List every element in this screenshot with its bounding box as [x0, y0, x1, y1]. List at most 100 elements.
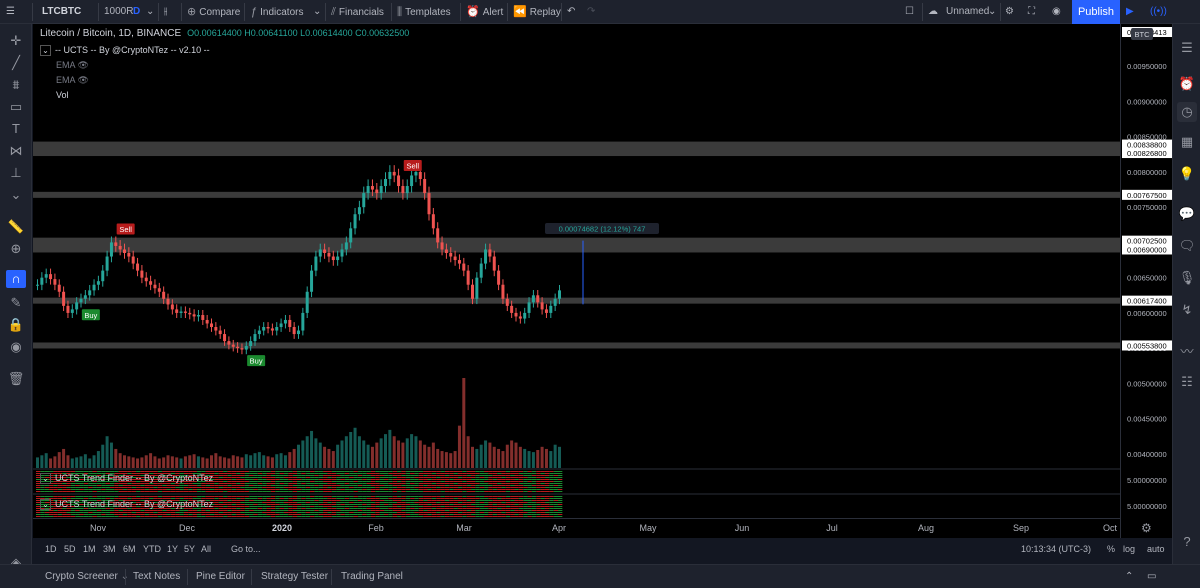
chevron-down-icon[interactable]: ⌄: [40, 473, 51, 485]
templates-button[interactable]: ⫼ Templates: [397, 0, 451, 24]
fullscreen-icon[interactable]: ⛶: [1028, 6, 1035, 17]
chevron-up-icon[interactable]: ⌃: [1125, 571, 1134, 582]
tab-pine-editor[interactable]: Pine Editor: [196, 571, 245, 582]
range-button[interactable]: 1D: [45, 544, 57, 554]
watchlist-icon[interactable]: ☰: [1181, 40, 1193, 55]
interval-type-button[interactable]: D: [133, 6, 141, 17]
compare-button[interactable]: ⊕ Compare: [187, 0, 240, 24]
chat-icon[interactable]: 💬: [1178, 206, 1196, 221]
goto-button[interactable]: Go to...: [231, 544, 261, 554]
series-title[interactable]: Litecoin / Bitcoin, 1D, BINANCE: [40, 28, 182, 39]
percent-toggle[interactable]: %: [1107, 544, 1116, 554]
chevron-down-icon[interactable]: ⌄: [313, 6, 322, 17]
trend-finder-cell: [536, 516, 541, 517]
cloud-icon[interactable]: ☁: [928, 6, 938, 17]
gear-icon[interactable]: ⚙: [1141, 521, 1152, 535]
broadcast-icon[interactable]: ((•)): [1150, 6, 1167, 17]
time-scale[interactable]: Nov Dec 2020 Feb Mar Apr May Jun Jul Aug Sep Oct ⚙: [33, 518, 1152, 538]
chart-pane[interactable]: Buy Sell Buy Sell 0.00074682 (12.12%) 747: [33, 24, 1120, 538]
tab-strategy-tester[interactable]: Strategy Tester: [261, 571, 329, 582]
chevron-down-icon[interactable]: ⌄: [40, 499, 51, 511]
interval-button[interactable]: 1000R: [104, 6, 134, 17]
text-icon[interactable]: T: [12, 121, 20, 136]
maximize-icon[interactable]: ▭: [1147, 571, 1157, 582]
publish-button[interactable]: Publish: [1072, 0, 1120, 24]
trend-finder-cell: [531, 502, 537, 503]
pattern-icon[interactable]: ⋈: [9, 143, 23, 158]
alert-button[interactable]: ⏰ Alert: [466, 0, 503, 24]
menu-icon[interactable]: ☰: [6, 6, 15, 17]
trend-finder-legend[interactable]: ⌄ UCTS Trend Finder -- By @CryptoNTez: [40, 499, 213, 511]
price-scale-canvas[interactable]: 0.009500000.009000000.008500000.00800000…: [1121, 24, 1173, 518]
range-button[interactable]: 5D: [64, 544, 76, 554]
streams-icon[interactable]: 🗨: [1178, 238, 1196, 253]
range-button[interactable]: 1Y: [167, 544, 179, 554]
play-icon[interactable]: ▶: [1126, 6, 1134, 17]
data-window-icon[interactable]: ◷: [1177, 102, 1197, 122]
ruler-icon[interactable]: 📏: [7, 219, 25, 234]
chevron-down-icon[interactable]: ⌄: [40, 45, 51, 57]
chevron-down-icon[interactable]: ⌄: [10, 187, 22, 202]
crosshair-icon[interactable]: ✛: [10, 33, 22, 48]
trend-finder-cell: [166, 489, 171, 490]
range-button[interactable]: 1M: [83, 544, 96, 554]
zoom-icon[interactable]: ⊕: [10, 241, 22, 256]
eye-icon[interactable]: ◉: [10, 339, 22, 354]
undo-icon[interactable]: ↶: [567, 6, 576, 17]
trend-line-icon[interactable]: ╱: [12, 55, 20, 70]
magnet-icon[interactable]: ∩: [6, 270, 26, 288]
hotlist-icon[interactable]: ↯: [1181, 302, 1193, 317]
layout-name[interactable]: Unnamed: [946, 6, 990, 17]
range-button[interactable]: YTD: [143, 544, 161, 554]
camera-icon[interactable]: ◉: [1052, 6, 1061, 17]
trend-finder-cell: [318, 471, 324, 472]
layers-icon[interactable]: ◈: [11, 555, 21, 570]
chart-type-icon[interactable]: ⫲: [164, 6, 168, 17]
trend-finder-cell: [540, 516, 545, 517]
prediction-icon[interactable]: ⊥: [10, 165, 22, 180]
fib-icon[interactable]: ⩩: [12, 77, 20, 92]
redo-icon[interactable]: ↷: [587, 6, 596, 17]
range-button[interactable]: 6M: [123, 544, 136, 554]
auto-toggle[interactable]: auto: [1147, 544, 1165, 554]
tab-crypto-screener[interactable]: Crypto Screener ⌄: [45, 565, 129, 588]
symbol-search[interactable]: LTCBTC: [42, 6, 82, 17]
ideas-icon[interactable]: 💡: [1178, 166, 1196, 181]
gear-icon[interactable]: ⚙: [1005, 6, 1014, 17]
alerts-list-icon[interactable]: ⏰: [1178, 76, 1196, 91]
indicators-button[interactable]: ƒ Indicators: [251, 0, 303, 24]
rectangle-icon[interactable]: ▭: [9, 99, 23, 114]
chevron-down-icon[interactable]: ⌄: [146, 6, 155, 17]
tab-trading-panel[interactable]: Trading Panel: [341, 571, 403, 582]
help-icon[interactable]: ?: [1183, 534, 1191, 549]
lock-icon[interactable]: 🔒: [7, 317, 25, 332]
trend-icon[interactable]: 〰: [1180, 344, 1194, 359]
price-scale[interactable]: 0.00950000 0.00900000 0.00850000 0.00800000…: [1120, 24, 1172, 538]
trend-finder-cell: [36, 487, 41, 488]
clock-readout[interactable]: 10:13:34 (UTC-3): [1021, 544, 1092, 554]
range-button[interactable]: 3M: [103, 544, 116, 554]
replay-button[interactable]: ⏪ Replay: [513, 0, 561, 24]
financials-button[interactable]: ⫽ Financials: [331, 0, 384, 24]
log-toggle[interactable]: log: [1123, 544, 1136, 554]
volume-row[interactable]: Vol: [40, 88, 210, 103]
ema-row[interactable]: EMA 👁: [40, 73, 210, 88]
eye-icon[interactable]: 👁: [77, 60, 89, 70]
trend-finder-cell: [179, 506, 184, 507]
calendar-icon[interactable]: ▦: [1180, 134, 1194, 149]
trend-finder-legend[interactable]: ⌄ UCTS Trend Finder -- By @CryptoNTez: [40, 473, 213, 485]
eye-icon[interactable]: 👁: [77, 75, 89, 85]
range-button[interactable]: 5Y: [184, 544, 196, 554]
ema-row[interactable]: EMA 👁: [40, 58, 210, 73]
indicator-row[interactable]: ⌄ -- UCTS -- By @CryptoNTez -- v2.10 --: [40, 43, 210, 58]
tab-text-notes[interactable]: Text Notes: [133, 571, 181, 582]
podcast-icon[interactable]: 🎙: [1178, 270, 1196, 285]
chevron-down-icon[interactable]: ⌄: [988, 6, 997, 17]
trash-icon[interactable]: 🗑: [7, 371, 25, 386]
fullscreen-box-icon[interactable]: ☐: [905, 6, 914, 17]
chevron-down-icon[interactable]: ⌄: [121, 571, 129, 582]
list-icon[interactable]: ☷: [1181, 374, 1193, 389]
pencil-lock-icon[interactable]: ✎: [10, 295, 22, 310]
range-button[interactable]: All: [201, 544, 212, 554]
